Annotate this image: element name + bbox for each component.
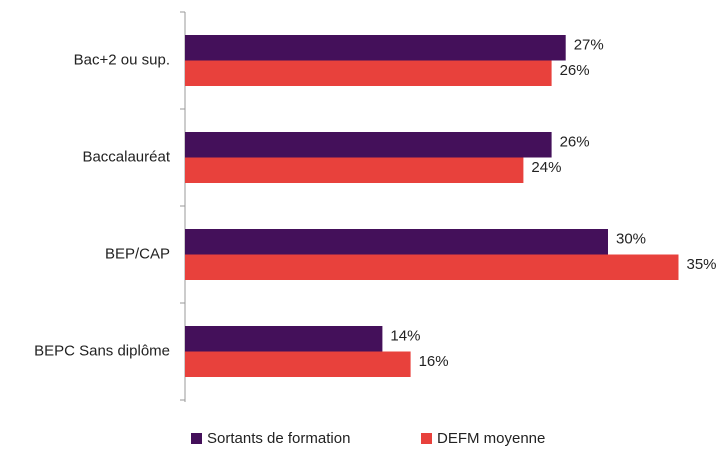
value-label: 14% <box>390 328 420 345</box>
bar <box>185 35 566 61</box>
y-tick-label: Baccalauréat <box>82 148 170 165</box>
bar <box>185 157 524 183</box>
value-label: 26% <box>560 134 590 151</box>
value-label: 30% <box>616 231 646 248</box>
value-label: 26% <box>560 62 590 79</box>
bar <box>185 60 552 86</box>
y-tick-label: BEPC Sans diplôme <box>34 342 170 359</box>
legend-swatch <box>191 433 202 444</box>
y-tick-label: Bac+2 ou sup. <box>74 51 170 68</box>
legend-label: Sortants de formation <box>207 430 350 447</box>
bar <box>185 132 552 158</box>
legend-swatch <box>421 433 432 444</box>
bar <box>185 326 383 352</box>
value-label: 27% <box>574 37 604 54</box>
bar <box>185 229 608 255</box>
y-tick-label: BEP/CAP <box>105 245 170 262</box>
bar <box>185 254 679 280</box>
bar <box>185 351 411 377</box>
value-label: 24% <box>531 159 561 176</box>
value-label: 16% <box>419 353 449 370</box>
value-label: 35% <box>687 256 717 273</box>
legend-label: DEFM moyenne <box>437 430 545 447</box>
